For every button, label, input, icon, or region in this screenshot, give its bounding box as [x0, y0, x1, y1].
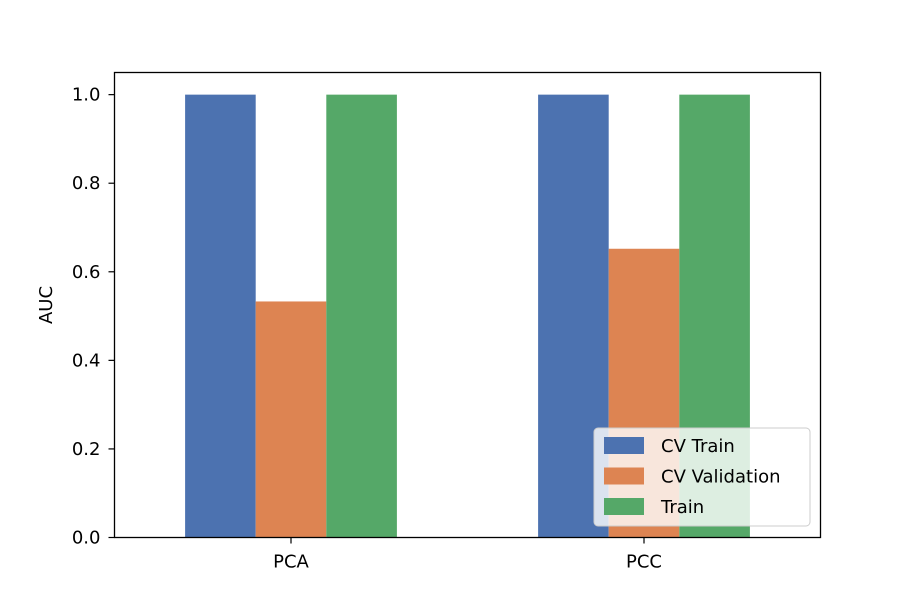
legend-box — [593, 427, 811, 527]
x-axis: PCA PCC — [273, 537, 662, 573]
x-tick-label: PCA — [273, 552, 309, 573]
y-axis: 0.0 0.2 0.4 0.6 0.8 1.0 — [72, 85, 115, 549]
legend: CV Train CV Validation Train — [593, 427, 811, 527]
y-tick-label: 0.8 — [72, 173, 101, 194]
x-tick-label: PCC — [626, 552, 662, 573]
y-axis-label: AUC — [36, 286, 57, 324]
bar-pca-cv-validation — [255, 301, 327, 538]
y-tick-label: 1.0 — [72, 85, 101, 106]
plot-frame — [113, 71, 822, 539]
legend-swatch-cv-validation — [604, 467, 644, 485]
legend-swatch-cv-train — [604, 437, 644, 454]
legend-label-cv-train: CV Train — [661, 436, 735, 457]
y-tick-label: 0.0 — [72, 528, 101, 549]
y-tick-label: 0.4 — [72, 350, 101, 371]
y-tick-label: 0.2 — [72, 439, 101, 460]
legend-label-train: Train — [660, 497, 704, 518]
bar-pca-train — [326, 94, 397, 538]
legend-label-cv-validation: CV Validation — [661, 467, 781, 488]
bar-pca-cv-train — [185, 94, 256, 538]
y-tick-label: 0.6 — [72, 262, 101, 283]
legend-swatch-train — [604, 498, 644, 515]
